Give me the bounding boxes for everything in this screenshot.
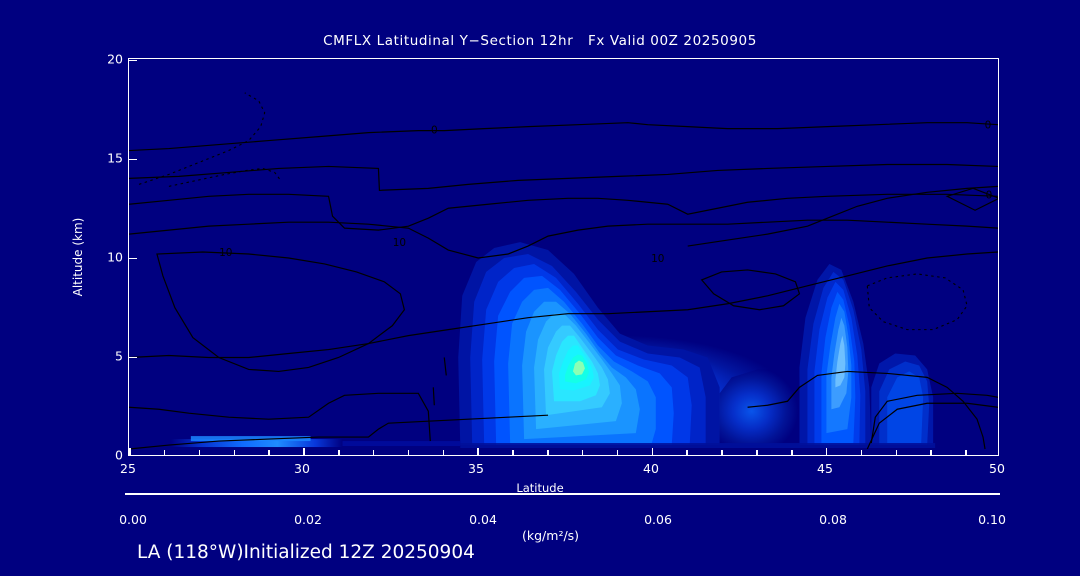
colorbar: 0.00 0.02 0.04 0.06 0.08 0.10 <box>119 493 1006 527</box>
colorbar-tick-label-5: 0.10 <box>978 512 1006 527</box>
svg-text:0: 0 <box>431 125 438 137</box>
x-tick-29 <box>268 449 270 455</box>
x-tick-34 <box>442 449 445 455</box>
colorbar-gradient <box>125 495 1000 509</box>
page-title: CMFLX Latitudinal Y−Section 12hr Fx Vali… <box>323 33 757 49</box>
x-tick-50 <box>998 448 999 457</box>
x-tick-27 <box>198 449 201 455</box>
y-tick-label-10: 10 <box>107 249 123 265</box>
colorbar-tick-label-3: 0.06 <box>644 512 672 527</box>
x-tick-45 <box>825 447 828 455</box>
x-tick-label-30: 30 <box>294 461 310 476</box>
y-tick-label-15: 15 <box>107 150 123 166</box>
x-tick-41 <box>686 449 688 455</box>
plot-area: 0 0 10 10 10 0 0 0 <box>128 58 999 456</box>
y-tick-right-0 <box>993 456 1000 457</box>
y-tick-label-20: 20 <box>107 51 123 67</box>
x-tick-49 <box>965 449 967 455</box>
x-tick-48 <box>930 449 932 455</box>
x-tick-label-35: 35 <box>468 461 484 476</box>
x-tick-39 <box>616 449 619 455</box>
feature-surface-smear <box>460 443 936 449</box>
x-tick-31 <box>338 449 340 455</box>
x-tick-38 <box>581 449 584 455</box>
x-tick-37 <box>547 449 549 455</box>
x-axis-title: Latitude <box>516 481 564 495</box>
colorbar-tick-label-1: 0.02 <box>294 512 322 527</box>
x-tick-28 <box>233 449 235 455</box>
x-tick-25 <box>129 447 131 455</box>
x-tick-label-25: 25 <box>120 461 136 476</box>
svg-text:10: 10 <box>219 247 232 259</box>
svg-text:0: 0 <box>986 189 993 201</box>
y-tick-5 <box>129 356 137 358</box>
svg-text:10: 10 <box>393 237 406 249</box>
x-tick-32 <box>372 449 375 455</box>
y-tick-20 <box>129 59 137 61</box>
feature-secondary-plume <box>799 263 872 446</box>
heatmap-canvas: 0 0 10 10 10 0 0 0 <box>129 59 998 455</box>
y-tick-label-0: 0 <box>115 447 123 463</box>
footer-caption: LA (118°W)Initialized 12Z 20250904 <box>137 542 475 563</box>
colorbar-tick-label-0: 0.00 <box>119 512 147 527</box>
x-tick-44 <box>791 449 793 455</box>
feature-mid-tail <box>719 369 800 446</box>
x-tick-42 <box>721 449 723 455</box>
x-tick-40 <box>651 447 654 455</box>
x-tick-46 <box>860 449 863 455</box>
y-tick-label-5: 5 <box>115 348 123 364</box>
svg-text:0: 0 <box>985 120 992 132</box>
x-tick-47 <box>895 449 897 455</box>
y-axis-title: Altitude (km) <box>71 217 85 297</box>
x-tick-36 <box>512 449 514 455</box>
x-tick-label-40: 40 <box>643 461 659 476</box>
y-tick-0 <box>128 456 137 457</box>
contour-overlay <box>129 122 998 450</box>
colorbar-top-border <box>125 493 1000 495</box>
colorbar-tick-label-2: 0.04 <box>469 512 497 527</box>
y-tick-15 <box>129 158 137 160</box>
svg-text:10: 10 <box>651 253 664 265</box>
x-tick-43 <box>756 449 758 455</box>
x-tick-30 <box>303 447 305 455</box>
x-tick-26 <box>163 449 166 455</box>
feature-primary-plume <box>458 242 720 446</box>
colorbar-unit-label: (kg/m²/s) <box>522 528 580 543</box>
feature-surface-sliver <box>170 436 461 448</box>
colorbar-tick-label-4: 0.08 <box>819 512 847 527</box>
y-tick-10 <box>129 257 137 259</box>
x-tick-label-50: 50 <box>989 461 1005 476</box>
contour-overlay-dashed <box>138 92 968 331</box>
x-tick-label-45: 45 <box>817 461 833 476</box>
x-tick-35 <box>477 447 479 455</box>
feature-right-low-tail <box>871 353 934 446</box>
x-tick-33 <box>407 449 410 455</box>
contour-labels: 0 0 10 10 10 0 0 0 <box>219 120 993 265</box>
